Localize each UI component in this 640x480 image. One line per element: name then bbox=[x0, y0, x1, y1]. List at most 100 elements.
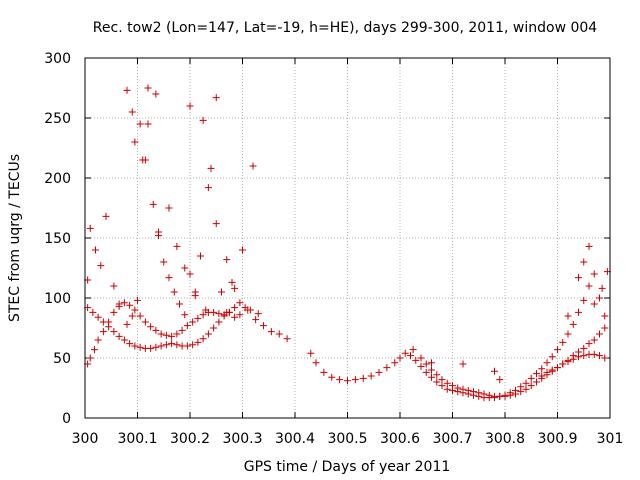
data-point bbox=[123, 86, 131, 94]
data-point bbox=[115, 300, 123, 308]
data-point bbox=[165, 204, 173, 212]
data-point bbox=[383, 364, 391, 372]
data-point bbox=[220, 312, 228, 320]
data-point bbox=[102, 212, 110, 220]
data-point bbox=[260, 322, 267, 330]
data-point bbox=[575, 348, 582, 356]
data-point bbox=[231, 284, 239, 292]
data-point bbox=[351, 376, 359, 384]
data-point bbox=[569, 352, 577, 360]
data-point bbox=[99, 328, 107, 336]
x-tick-label: 300.3 bbox=[222, 431, 262, 447]
data-point bbox=[428, 373, 435, 381]
data-point bbox=[183, 322, 191, 330]
data-point bbox=[580, 258, 588, 266]
data-point bbox=[438, 376, 446, 384]
data-point bbox=[564, 356, 572, 364]
data-point bbox=[126, 301, 134, 309]
data-point bbox=[501, 392, 509, 400]
data-point bbox=[443, 379, 451, 387]
data-point bbox=[438, 382, 446, 390]
data-point bbox=[215, 318, 223, 326]
data-point bbox=[186, 270, 194, 278]
data-point bbox=[147, 344, 155, 352]
data-point bbox=[181, 311, 189, 319]
data-point bbox=[199, 311, 207, 319]
data-point bbox=[601, 312, 609, 320]
data-point bbox=[596, 294, 603, 302]
data-point bbox=[443, 385, 451, 393]
data-point bbox=[336, 376, 344, 384]
chart-title: Rec. tow2 (Lon=147, Lat=-19, h=HE), days… bbox=[93, 20, 597, 36]
data-point bbox=[136, 343, 144, 351]
data-point bbox=[231, 313, 239, 321]
data-point bbox=[236, 299, 244, 307]
data-point bbox=[244, 306, 252, 314]
data-point bbox=[199, 335, 207, 343]
data-point bbox=[189, 318, 197, 326]
data-point bbox=[401, 349, 409, 357]
data-point bbox=[554, 364, 561, 372]
data-point bbox=[165, 274, 173, 282]
data-point bbox=[199, 116, 207, 124]
data-point bbox=[168, 340, 176, 348]
data-point bbox=[491, 367, 498, 375]
data-point bbox=[134, 296, 141, 304]
data-point bbox=[120, 336, 128, 344]
data-point bbox=[527, 374, 535, 382]
data-point bbox=[186, 102, 194, 110]
data-point bbox=[459, 360, 467, 368]
data-point bbox=[147, 323, 155, 331]
data-point bbox=[512, 390, 519, 398]
x-tick-label: 300.2 bbox=[170, 431, 210, 447]
plot-frame bbox=[84, 57, 611, 419]
data-point bbox=[210, 308, 218, 316]
data-point bbox=[598, 284, 606, 292]
data-point bbox=[144, 84, 152, 92]
data-point bbox=[422, 360, 430, 368]
data-point bbox=[543, 359, 551, 367]
data-point bbox=[152, 326, 160, 334]
grid bbox=[85, 58, 610, 418]
y-tick-label: 200 bbox=[44, 171, 71, 187]
data-point bbox=[194, 314, 202, 322]
data-point bbox=[178, 326, 186, 334]
data-point bbox=[228, 278, 236, 286]
data-point bbox=[433, 378, 441, 386]
data-point bbox=[267, 328, 275, 336]
data-point bbox=[212, 94, 220, 102]
data-point bbox=[396, 354, 404, 362]
data-point bbox=[152, 90, 160, 98]
data-point bbox=[412, 356, 420, 364]
data-point bbox=[207, 164, 215, 172]
data-point bbox=[92, 246, 99, 254]
data-point bbox=[596, 330, 603, 338]
data-point bbox=[157, 342, 165, 350]
x-tick-label: 300.5 bbox=[327, 431, 367, 447]
data-point bbox=[99, 318, 107, 326]
x-tick-label: 301 bbox=[597, 431, 624, 447]
data-point bbox=[110, 328, 118, 336]
data-point bbox=[422, 368, 430, 376]
data-point bbox=[475, 389, 483, 397]
data-point bbox=[162, 331, 170, 339]
x-tick-label: 300.6 bbox=[380, 431, 420, 447]
data-point bbox=[191, 292, 199, 300]
data-point bbox=[538, 365, 546, 373]
data-point bbox=[575, 274, 582, 282]
data-point bbox=[328, 373, 336, 381]
data-point bbox=[543, 368, 551, 376]
data-point bbox=[231, 304, 239, 312]
data-point bbox=[517, 388, 525, 396]
data-point bbox=[585, 242, 593, 250]
data-point bbox=[548, 366, 556, 374]
data-point bbox=[126, 340, 134, 348]
data-point bbox=[564, 312, 572, 320]
y-tick-label: 300 bbox=[44, 51, 71, 67]
data-point bbox=[128, 108, 136, 116]
data-point bbox=[89, 308, 97, 316]
data-point bbox=[110, 282, 118, 290]
data-point bbox=[149, 200, 157, 208]
data-point bbox=[559, 360, 567, 368]
